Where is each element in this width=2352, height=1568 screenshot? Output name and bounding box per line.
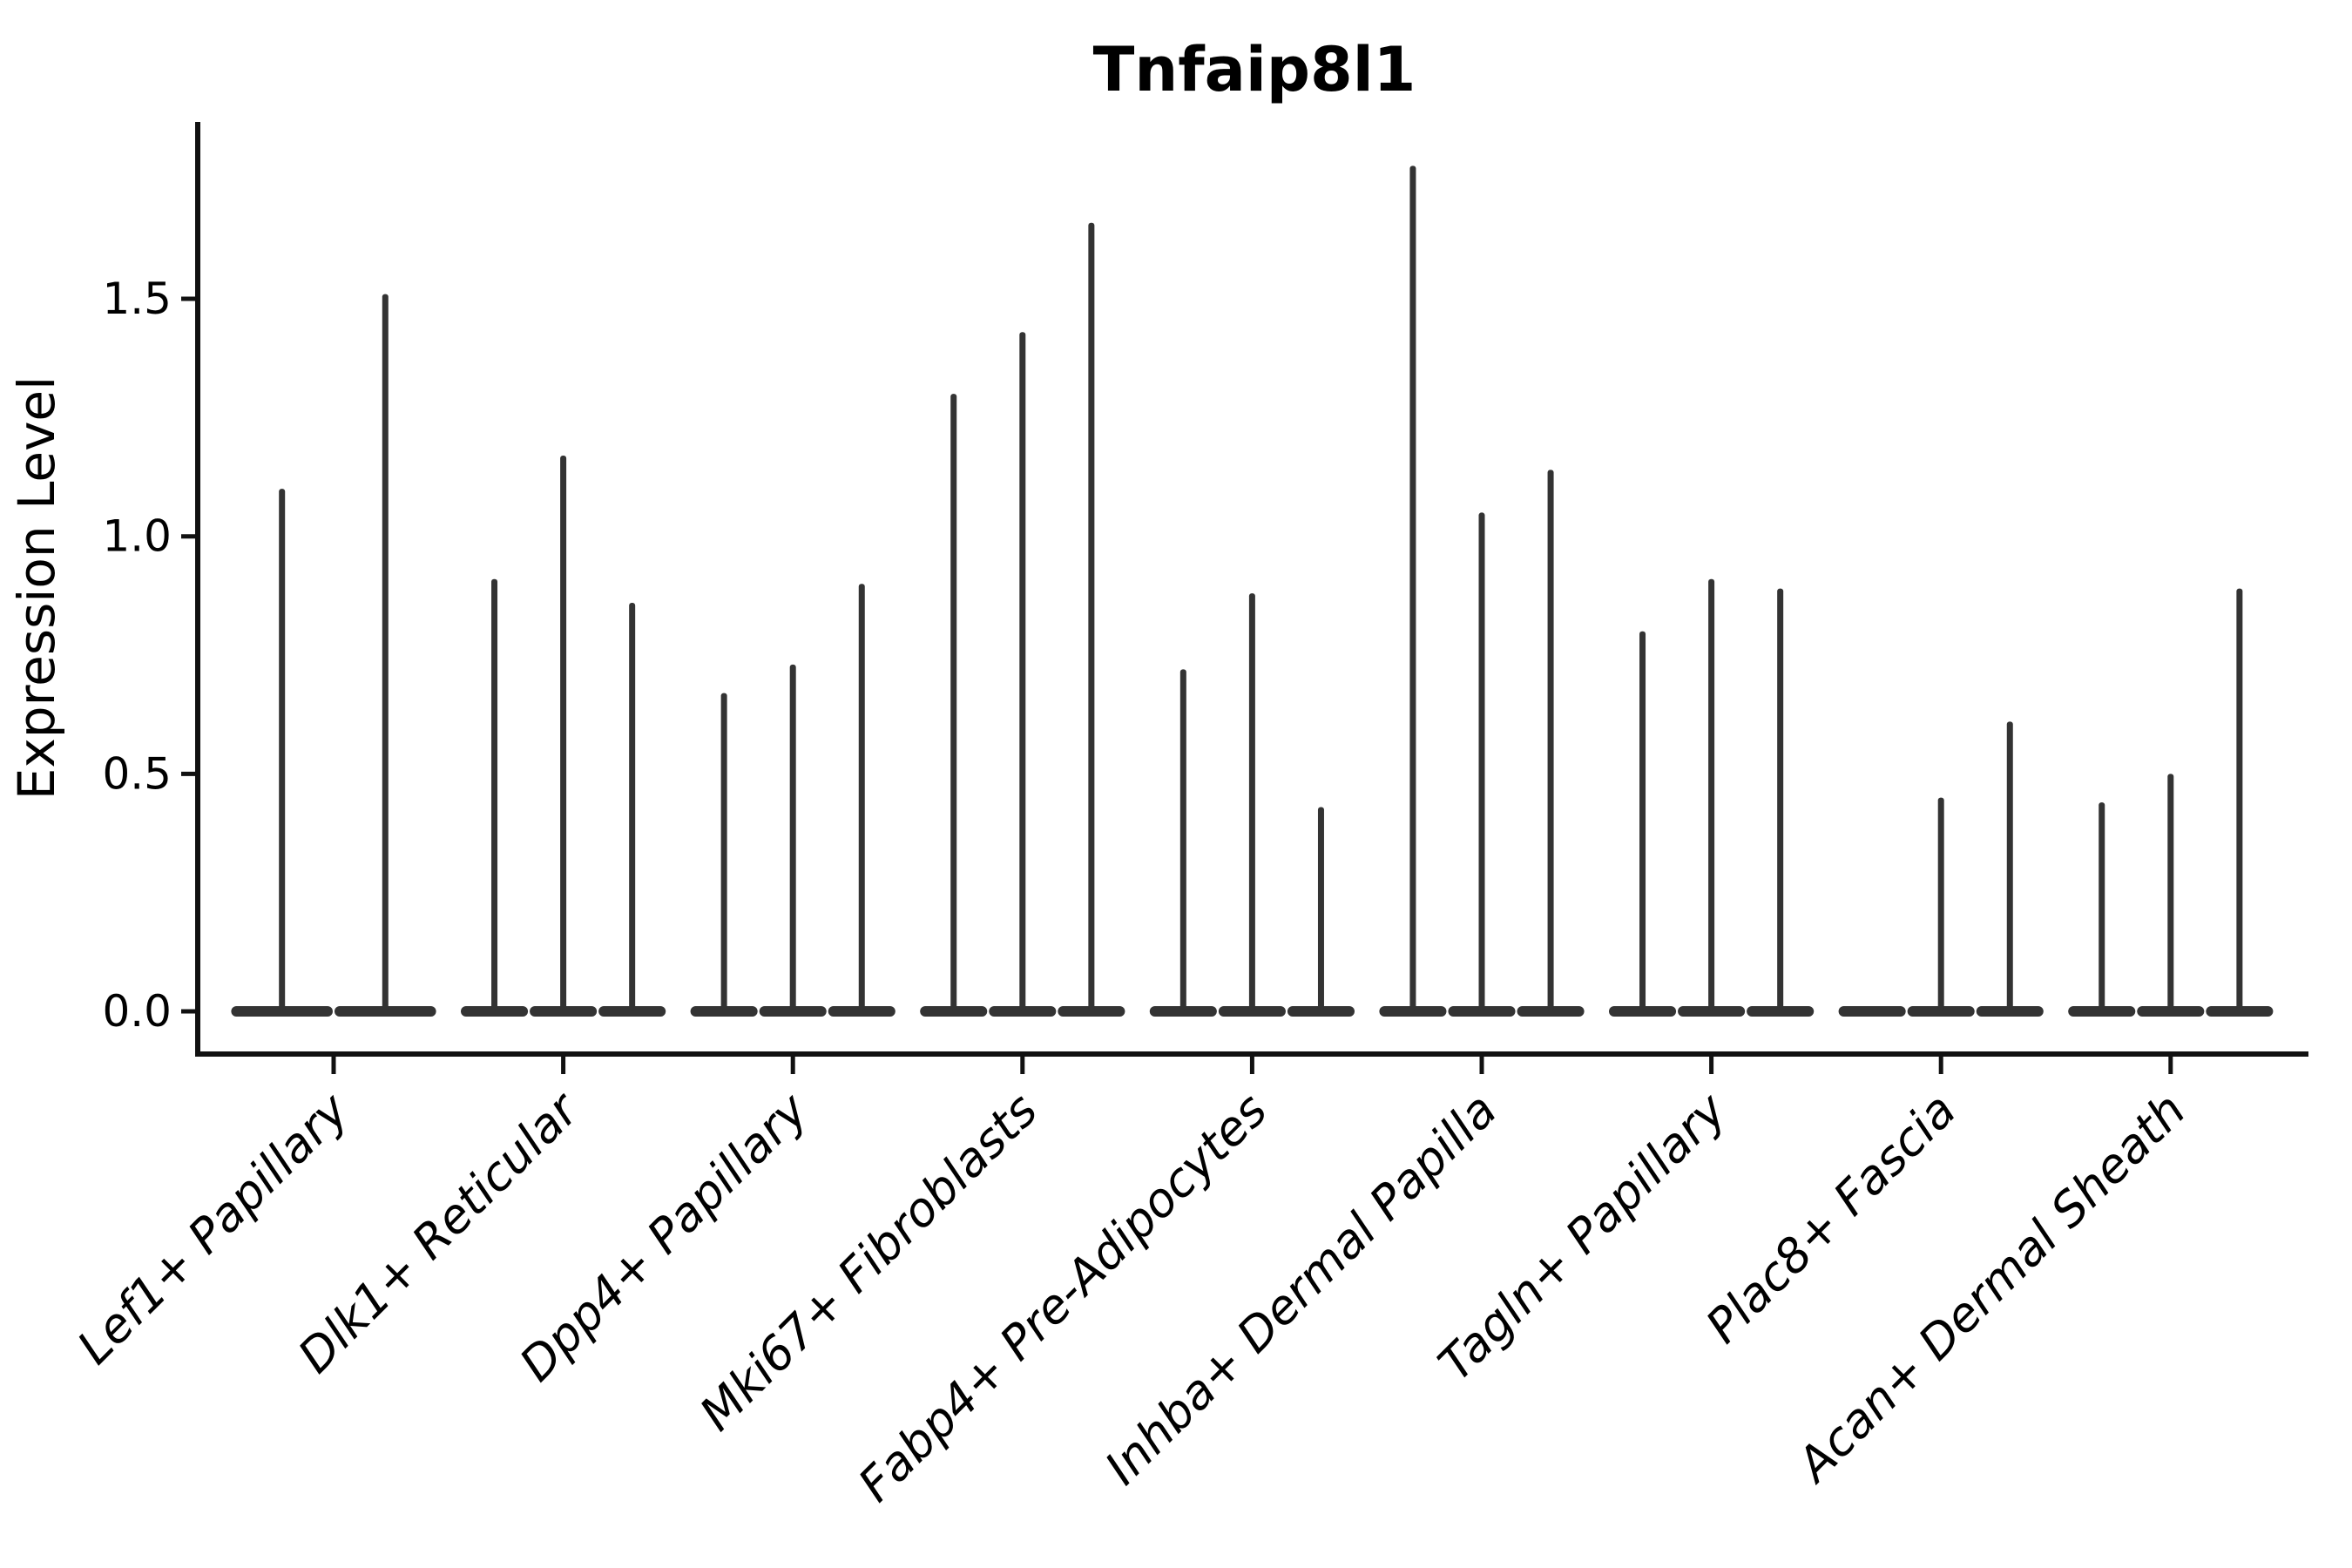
violin-spike: [1777, 588, 1784, 1011]
violin-spike: [1179, 669, 1186, 1011]
violin: [1287, 807, 1355, 1017]
y-axis-label: Expression Level: [7, 376, 66, 800]
violin-spike: [2006, 721, 2013, 1011]
violin-spike: [1019, 332, 1026, 1011]
violin-spike: [858, 584, 865, 1011]
x-tick-label: Inhba+ Dermal Papilla: [1094, 1083, 1507, 1496]
violin: [530, 455, 598, 1017]
violin: [598, 603, 666, 1017]
chart-title: Tnfaip8l1: [1093, 34, 1416, 105]
x-tick-label: Acan+ Dermal Sheath: [1785, 1083, 2196, 1494]
violin: [828, 584, 896, 1017]
violin-spike: [1478, 512, 1485, 1011]
violin: [1058, 222, 1125, 1017]
violin: [2137, 774, 2205, 1017]
violin: [1149, 669, 1217, 1017]
violin: [989, 332, 1057, 1017]
y-tick-label: 1.0: [102, 511, 172, 562]
violin: [2068, 802, 2136, 1017]
violin: [1838, 1006, 1906, 1017]
y-tick-label: 0.5: [102, 748, 172, 799]
violin-spike: [629, 603, 636, 1011]
violin-spike: [1409, 166, 1416, 1012]
x-tick-label: Fabp4+ Pre-Adipocytes: [848, 1083, 1277, 1512]
violin-spike: [1248, 593, 1255, 1011]
violin: [1218, 593, 1286, 1017]
violin: [1747, 588, 1815, 1017]
violin-spike: [1547, 470, 1554, 1011]
violin: [1609, 631, 1677, 1017]
violin: [1379, 166, 1447, 1017]
violin: [1907, 797, 1975, 1017]
violin: [1976, 721, 2044, 1017]
violin-spike: [1639, 631, 1646, 1011]
violin-spike: [1708, 578, 1715, 1011]
violin-spike: [491, 578, 498, 1011]
violin-spike: [560, 455, 567, 1011]
violin: [461, 578, 529, 1017]
violin: [335, 294, 436, 1017]
violin-spike: [1088, 222, 1095, 1011]
violin: [231, 489, 333, 1017]
violin-spike: [279, 489, 286, 1011]
violin: [759, 664, 827, 1017]
violin-spike: [1937, 797, 1944, 1011]
violin-base: [1838, 1006, 1906, 1017]
violin-spike: [2099, 802, 2105, 1011]
violin-spike: [1317, 807, 1324, 1011]
violin-spike: [2236, 588, 2243, 1011]
violin-spike: [382, 294, 389, 1011]
violin-layer: [231, 166, 2274, 1017]
violin: [920, 394, 988, 1017]
violin: [690, 693, 758, 1017]
violin-spike: [950, 394, 957, 1011]
violin: [1517, 470, 1585, 1017]
y-tick-label: 1.5: [102, 274, 172, 324]
violin-spike: [789, 664, 796, 1011]
violin-spike: [2167, 774, 2174, 1011]
violin: [1678, 578, 1746, 1017]
violin: [1448, 512, 1516, 1017]
y-tick-label: 0.0: [102, 986, 172, 1037]
violin: [2206, 588, 2274, 1017]
violin-spike: [720, 693, 727, 1011]
